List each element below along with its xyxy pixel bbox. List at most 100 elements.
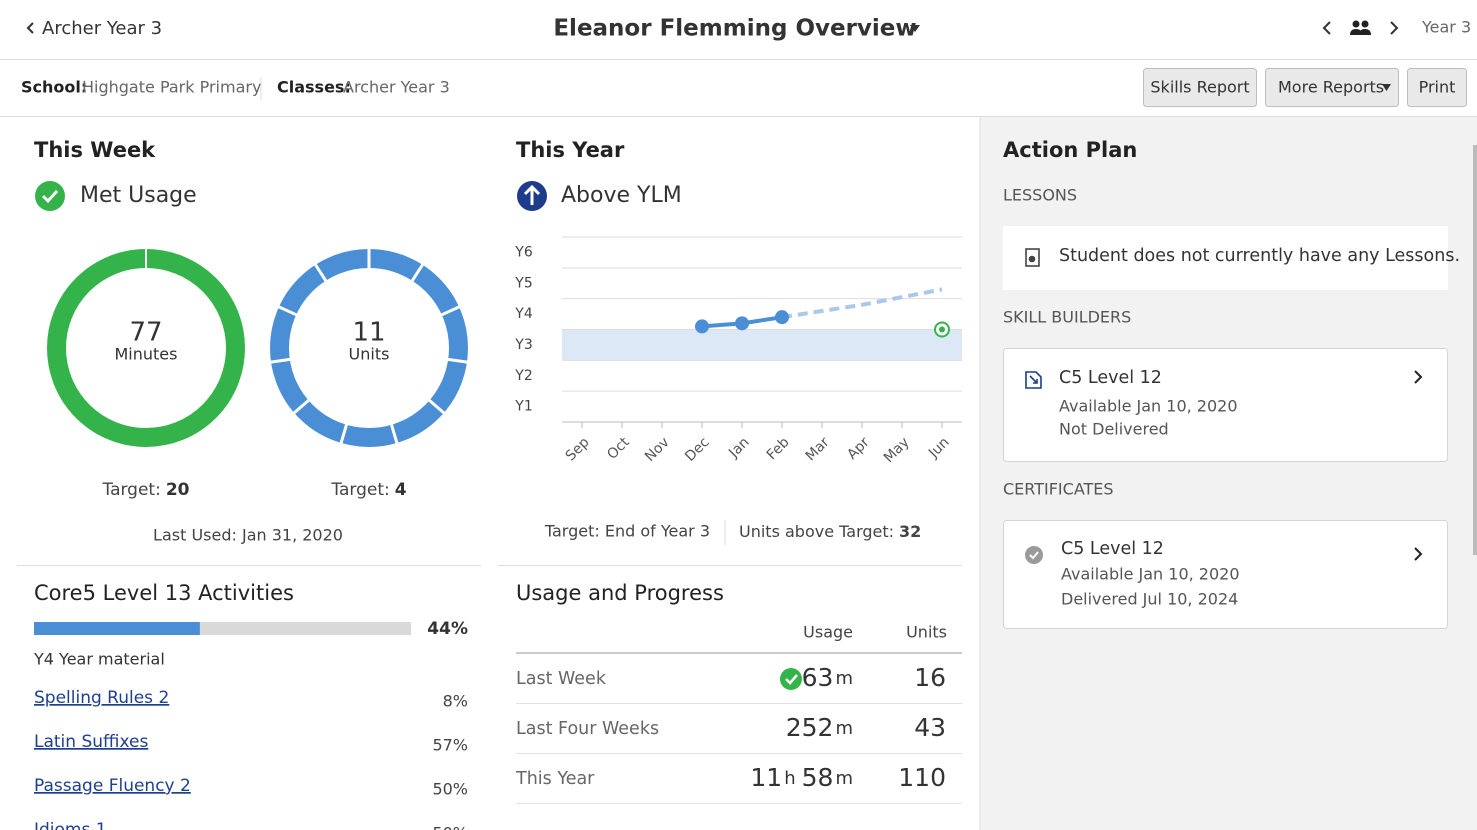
- button-text[interactable]: More Reports: [1278, 78, 1384, 97]
- subtitle: Y4 Year material: [33, 650, 165, 669]
- card-line: Delivered Jul 10, 2024: [1061, 590, 1238, 609]
- card-line: Available Jan 10, 2020: [1061, 565, 1240, 584]
- next-student[interactable]: [1390, 21, 1399, 35]
- usage-value: 63 m: [802, 663, 853, 692]
- column-header: Usage: [803, 623, 853, 642]
- side-panel: [980, 117, 1477, 830]
- row-label: This Year: [515, 769, 595, 789]
- back-link[interactable]: Archer Year 3: [26, 18, 162, 39]
- card-title[interactable]: C5 Level 12: [1059, 368, 1162, 388]
- units-value: 43: [914, 713, 946, 742]
- activity-link[interactable]: Passage Fluency 2: [34, 776, 191, 796]
- scrollbar: [1473, 145, 1477, 555]
- status-text: Above YLM: [561, 183, 682, 208]
- ring-segment-gap: [410, 263, 425, 283]
- activity-link[interactable]: Idioms 1: [34, 820, 107, 830]
- x-tick-label: Mar: [803, 434, 833, 464]
- lesson-icon: [1025, 248, 1040, 267]
- check-mark: [785, 674, 798, 685]
- usage-unit: m: [835, 718, 853, 739]
- y-tick-label: Y1: [514, 399, 532, 415]
- section-title: Core5 Level 13 Activities: [34, 581, 294, 605]
- ring-target: Target: 20: [102, 480, 190, 500]
- target-dot: [939, 326, 945, 333]
- usage-number: 11: [750, 763, 782, 792]
- units-above: Units above Target: 32: [739, 522, 921, 541]
- ring-segment-gap: [446, 357, 469, 364]
- ring-value: 77: [129, 318, 162, 348]
- last-used: Last Used: Jan 31, 2020: [153, 526, 343, 545]
- activity-link[interactable]: Latin Suffixes: [34, 732, 148, 752]
- usage-value: 252 m: [786, 713, 853, 742]
- ring-segment-gap: [427, 398, 446, 415]
- print-button[interactable]: Print: [1407, 68, 1467, 107]
- section-title: Usage and Progress: [516, 581, 724, 605]
- card-line: Available Jan 10, 2020: [1059, 397, 1238, 416]
- x-tick-label: Dec: [682, 434, 712, 464]
- data-point: [775, 310, 789, 325]
- rings: [47, 248, 469, 447]
- ring-value: 11: [352, 318, 385, 348]
- certificate-card[interactable]: C5 Level 12 Available Jan 10, 2020 Deliv…: [1003, 520, 1448, 629]
- usage-unit: m: [835, 768, 853, 789]
- button-text[interactable]: Skills Report: [1150, 78, 1249, 97]
- card-title[interactable]: C5 Level 12: [1061, 539, 1164, 559]
- chart-target: Target: End of Year 3: [544, 522, 710, 541]
- skill-builder-card[interactable]: C5 Level 12 Available Jan 10, 2020 Not D…: [1003, 348, 1448, 462]
- school-name: Highgate Park Primary: [82, 78, 261, 97]
- data-point: [695, 319, 709, 334]
- button-text[interactable]: Print: [1419, 78, 1456, 97]
- x-tick-label: Nov: [642, 434, 673, 465]
- section-heading: SKILL BUILDERS: [1003, 308, 1131, 327]
- lessons-card: [1003, 226, 1448, 290]
- activity-link[interactable]: Spelling Rules 2: [34, 688, 169, 708]
- year-label: Year 3: [1421, 18, 1471, 37]
- progress-label: 44%: [427, 619, 468, 639]
- y-tick-label: Y2: [514, 368, 532, 384]
- back-text[interactable]: Archer Year 3: [42, 18, 162, 39]
- prev-student[interactable]: [1322, 21, 1331, 35]
- check-icon: [35, 181, 65, 211]
- section-title: This Year: [516, 138, 625, 162]
- activity-percent: 50%: [432, 780, 468, 799]
- card-line: Not Delivered: [1059, 420, 1169, 439]
- y-tick-label: Y5: [514, 275, 532, 291]
- classes-name: Archer Year 3: [343, 78, 450, 97]
- arrow-up: [523, 184, 541, 205]
- section-title: This Week: [34, 138, 156, 162]
- usage-unit: h: [784, 768, 795, 789]
- row-label: Last Week: [516, 669, 607, 689]
- title-caret[interactable]: [910, 25, 920, 32]
- x-tick-label: Oct: [604, 434, 633, 463]
- x-tick-label: Jan: [725, 434, 752, 461]
- units-value: 110: [898, 763, 946, 792]
- column-header: Units: [906, 623, 947, 642]
- section-heading: LESSONS: [1003, 186, 1077, 205]
- skills-report-button[interactable]: Skills Report: [1143, 68, 1257, 107]
- activity-percent: 50%: [432, 824, 468, 830]
- ring-segment-gap: [389, 423, 399, 445]
- page-title[interactable]: Eleanor Flemming Overview: [553, 16, 916, 42]
- usage-number: 63: [802, 663, 834, 692]
- data-point: [735, 316, 749, 331]
- y-tick-label: Y3: [514, 337, 532, 353]
- y-tick-label: Y4: [514, 306, 533, 322]
- students-icon[interactable]: [1350, 20, 1371, 36]
- lessons-text: Student does not currently have any Less…: [1059, 246, 1460, 266]
- x-tick-label: Sep: [563, 434, 593, 464]
- more-reports-button[interactable]: More Reports: [1265, 68, 1399, 107]
- row-label: Last Four Weeks: [516, 719, 659, 739]
- usage-value: 11 h 58 m: [750, 763, 853, 792]
- activity-percent: 8%: [443, 692, 468, 711]
- school-label: School:: [21, 78, 87, 97]
- ring-unit: Units: [349, 345, 390, 364]
- ring-segment-gap: [269, 357, 292, 364]
- target-band: [562, 329, 962, 361]
- status-text: Met Usage: [80, 183, 197, 208]
- ring-segment-gap: [292, 398, 311, 415]
- units-value: 16: [914, 663, 946, 692]
- usage-number: 252: [786, 713, 834, 742]
- ring-segment-gap: [313, 263, 328, 283]
